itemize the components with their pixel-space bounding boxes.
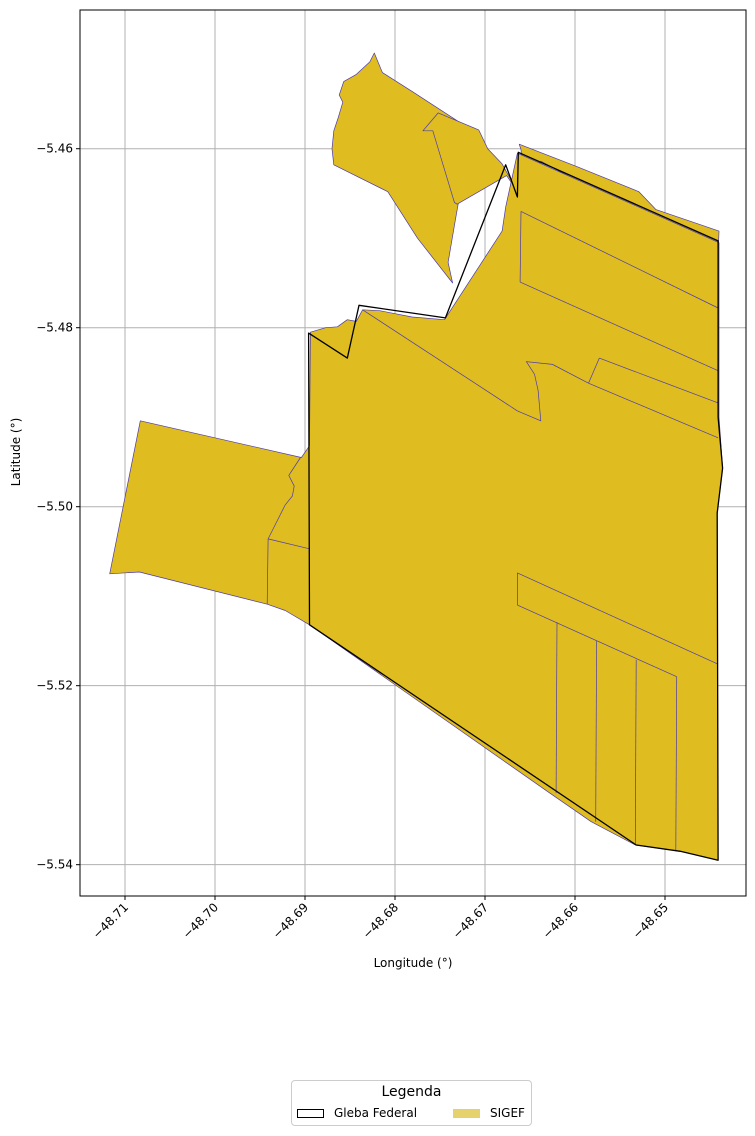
legend-swatch-gleba-federal <box>297 1108 324 1118</box>
sigef-parcel-boundary <box>588 357 600 384</box>
x-tick-label: −48.66 <box>540 900 581 941</box>
x-tick-label: −48.71 <box>90 900 131 941</box>
x-tick-label: −48.67 <box>450 900 491 941</box>
x-tick-label: −48.69 <box>270 900 311 941</box>
sigef-parcel-boundary <box>599 357 719 404</box>
x-tick-label: −48.70 <box>180 900 221 941</box>
gleba-federal-boundary <box>307 151 724 861</box>
sigef-parcel-boundary <box>555 622 558 794</box>
x-tick-label: −48.65 <box>630 900 671 941</box>
sigef-parcel-boundary <box>517 572 719 665</box>
y-tick-label: −5.54 <box>36 858 73 872</box>
sigef-parcel <box>109 152 723 861</box>
x-axis-label: Longitude (°) <box>374 956 453 970</box>
y-tick-label: −5.48 <box>36 321 73 335</box>
legend-item-gleba-federal: Gleba Federal <box>297 1106 417 1120</box>
legend-label-gleba-federal: Gleba Federal <box>334 1106 418 1120</box>
sigef-parcel-boundary <box>268 538 310 550</box>
y-tick-label: −5.52 <box>36 679 73 693</box>
sigef-parcel-boundary <box>362 309 518 412</box>
legend-title: Legenda <box>381 1084 442 1100</box>
legend-item-sigef: SIGEF <box>453 1106 525 1120</box>
sigef-parcel-boundary <box>519 281 719 372</box>
sigef-parcel-boundary <box>517 604 677 678</box>
legend-label-sigef: SIGEF <box>490 1106 525 1120</box>
y-tick-label: −5.46 <box>36 142 73 156</box>
y-tick-label: −5.50 <box>36 500 73 514</box>
sigef-parcel-boundary <box>675 676 678 852</box>
x-tick-label: −48.68 <box>360 900 401 941</box>
sigef-parcel-boundary <box>520 211 719 309</box>
sigef-parcel-boundary <box>595 640 597 822</box>
plot-frame <box>79 9 747 897</box>
sigef-parcel-boundary <box>634 659 637 846</box>
legend: Legenda Gleba Federal SIGEF <box>291 1080 532 1126</box>
sigef-parcel-boundary <box>517 361 719 439</box>
y-axis-label: Latitude (°) <box>9 418 23 487</box>
sigef-parcel-boundary <box>519 211 522 283</box>
sigef-parcel <box>422 112 720 258</box>
map-data-layer <box>109 52 724 861</box>
legend-swatch-sigef <box>453 1108 480 1118</box>
